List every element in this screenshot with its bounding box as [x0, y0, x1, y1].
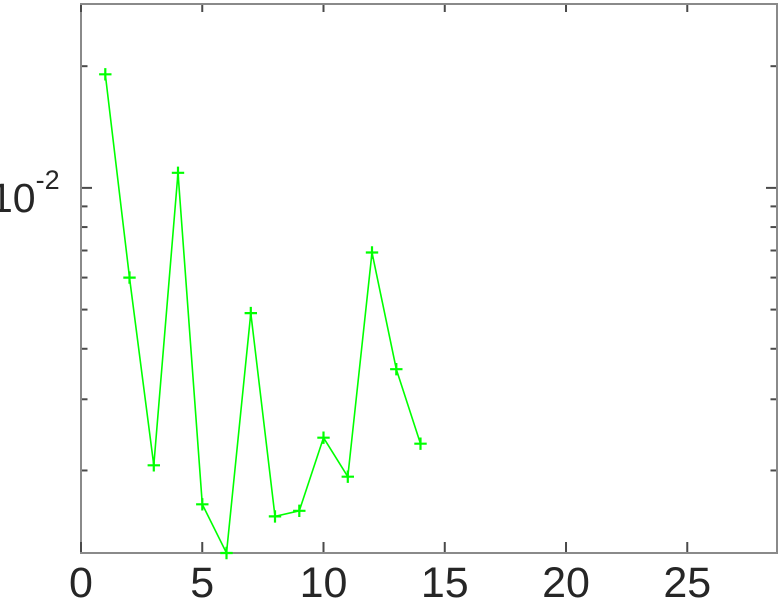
x-axis-tick-label: 10 — [300, 559, 348, 600]
x-axis-tick-label: 15 — [421, 559, 469, 600]
x-axis-tick-label: 20 — [542, 559, 590, 600]
x-axis-tick-label: 0 — [69, 559, 93, 600]
data-line — [104, 74, 422, 554]
plot-box — [80, 3, 778, 554]
y-exponent-base: 10 — [0, 175, 36, 221]
data-point-markers — [99, 68, 427, 560]
y-axis-exponent-label: 10-2 — [0, 167, 60, 221]
y-exponent-power: -2 — [35, 165, 60, 195]
x-axis-tick-label: 5 — [190, 559, 214, 600]
x-axis-tick-label: 25 — [663, 559, 711, 600]
